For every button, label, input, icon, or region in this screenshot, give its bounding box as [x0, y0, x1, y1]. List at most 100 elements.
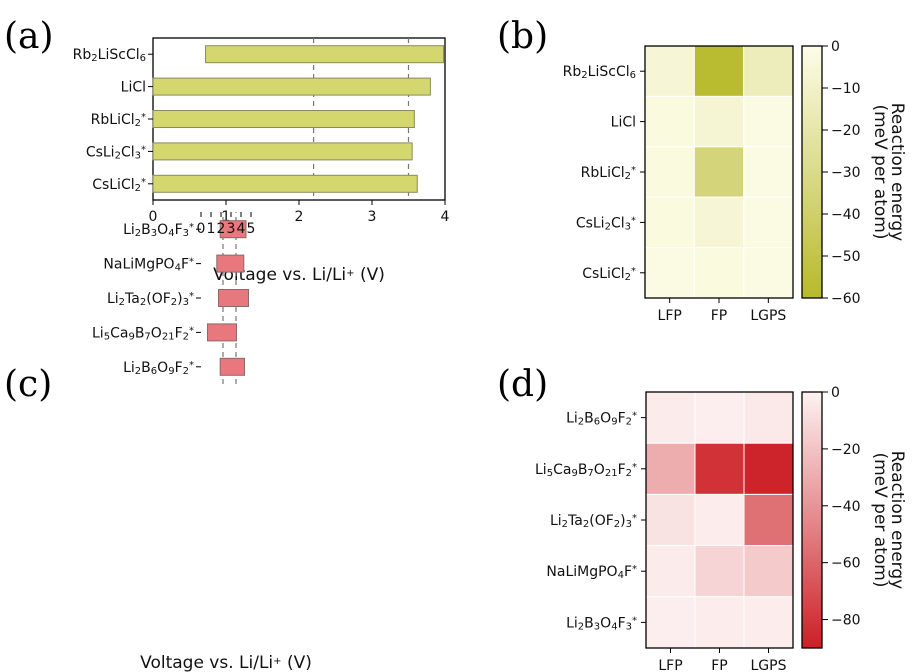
heatmap-cell-d-4-0: [645, 596, 696, 649]
colorbar-tick-label-d-0: 0: [831, 385, 840, 401]
colorbar-tick-label-b-1: −10: [831, 81, 861, 97]
panel-c: (c) Li2B6O9F2* Li5Ca9B7O21F2* Li2Ta2(OF2)3*…: [4, 212, 312, 672]
xtick-label-a-2: 2: [295, 209, 304, 225]
xtick-label-c-1: 1: [207, 221, 216, 237]
colorbar-d: [801, 391, 823, 649]
heatmap-cell-b-3-2: [743, 196, 794, 249]
category-label-c-2: Li2Ta2(OF2)3*: [107, 291, 194, 308]
category-label-c-3: NaLiMgPO4F*: [103, 257, 194, 274]
row-label-b-1: LiCl: [611, 115, 636, 131]
heatmap-cell-b-2-0: [644, 146, 695, 198]
row-label-b-0: Rb2LiScCl6: [563, 64, 636, 81]
heatmap-cell-d-4-2: [743, 596, 794, 649]
category-label-a-0: Rb2LiScCl6: [73, 47, 146, 64]
heatmap-cell-b-3-0: [644, 196, 695, 249]
category-label-a-4: CsLiCl2*: [92, 177, 146, 194]
row-label-d-2: Li2Ta2(OF2)3*: [550, 513, 637, 530]
column-label-d-1: FP: [711, 658, 728, 672]
row-label-b-4: CsLiCl2*: [582, 266, 636, 283]
xtick-label-a-1: 1: [222, 209, 231, 225]
heatmap-cell-d-1-2: [743, 442, 794, 495]
row-label-b-2: RbLiCl2*: [581, 165, 636, 182]
row-label-d-0: Li2B6O9F2*: [566, 411, 637, 428]
heatmap-cell-b-0-1: [693, 45, 745, 97]
bar-c-2: [218, 289, 249, 307]
bar-a-3: [152, 142, 413, 161]
xtick-label-a-0: 0: [149, 209, 158, 225]
colorbar-tick-label-d-1: −20: [831, 442, 861, 458]
panel-label-a: (a): [4, 16, 54, 57]
heatmap-cell-b-2-1: [693, 146, 745, 198]
xtick-label-a-3: 3: [368, 209, 377, 225]
row-label-d-3: NaLiMgPO4F*: [546, 564, 637, 581]
xtick-label-c-0: 0: [197, 221, 206, 237]
heatmap-cell-b-1-1: [693, 95, 745, 148]
bar-c-3: [216, 254, 245, 273]
colorbar-b: [801, 45, 823, 299]
column-label-d-0: LFP: [658, 658, 682, 672]
row-label-d-1: Li5Ca9B7O21F2*: [535, 462, 637, 479]
bar-a-4: [152, 174, 418, 193]
column-label-b-2: LGPS: [750, 308, 786, 324]
x-axis-label-a: Voltage vs. Li/Li+ (V): [213, 265, 385, 285]
heatmap-cell-b-3-1: [693, 196, 745, 249]
heatmap-cell-d-0-0: [645, 391, 696, 444]
panel-label-b: (b): [497, 16, 548, 57]
heatmap-cell-d-2-1: [694, 493, 745, 547]
column-label-d-2: LGPS: [751, 658, 787, 672]
colorbar-tick-label-b-4: −40: [831, 207, 861, 223]
heatmap-cell-b-0-2: [743, 45, 794, 97]
heatmap-cell-d-0-2: [743, 391, 794, 444]
panel-a: (a) Rb2LiScCl6 LiCl RbLiCl2* CsLi2Cl3* CsLiCl…: [4, 16, 450, 285]
xtick-label-c-5: 5: [247, 221, 256, 237]
heatmap-cell-b-4-2: [743, 247, 794, 299]
panel-label-c: (c): [4, 364, 52, 405]
colorbar-unit-label-d: (meV per atom): [870, 452, 890, 587]
colorbar-tick-label-b-6: −60: [831, 291, 861, 307]
heatmap-cell-d-1-0: [645, 442, 696, 495]
colorbar-unit-label-b: (meV per atom): [870, 104, 890, 239]
xtick-label-c-2: 2: [217, 221, 226, 237]
bar-c-1: [207, 323, 237, 342]
heatmap-cell-d-3-1: [694, 545, 745, 598]
category-label-c-1: Li5Ca9B7O21F2*: [92, 325, 194, 342]
heatmap-cell-b-4-0: [644, 247, 695, 299]
category-label-a-3: CsLi2Cl3*: [86, 144, 146, 161]
category-label-a-2: RbLiCl2*: [91, 112, 146, 129]
row-label-d-4: Li2B3O4F3*: [566, 615, 637, 632]
colorbar-tick-label-d-4: −80: [831, 613, 861, 629]
heatmap-cell-b-1-0: [644, 95, 695, 148]
row-label-b-3: CsLi2Cl3*: [576, 215, 636, 232]
colorbar-tick-label-b-0: 0: [831, 39, 840, 55]
category-label-a-1: LiCl: [121, 80, 146, 96]
xtick-label-c-4: 4: [237, 221, 246, 237]
colorbar-label-d: Reaction energy: [887, 451, 907, 589]
heatmap-cell-d-3-0: [645, 545, 696, 598]
bar-a-0: [205, 45, 445, 64]
heatmap-cell-d-0-1: [694, 391, 745, 444]
colorbar-tick-label-b-3: −30: [831, 165, 861, 181]
xtick-label-a-4: 4: [441, 209, 450, 225]
colorbar-label-b: Reaction energy: [887, 103, 907, 241]
heatmap-cell-b-4-1: [693, 247, 745, 299]
heatmap-cell-b-0-0: [644, 45, 695, 97]
heatmap-cell-d-2-2: [743, 493, 794, 547]
panel-label-d: (d): [497, 364, 548, 405]
heatmap-cell-d-3-2: [743, 545, 794, 598]
colorbar-tick-label-b-2: −20: [831, 123, 861, 139]
category-label-c-0: Li2B6O9F2*: [123, 360, 194, 377]
x-axis-label-c: Voltage vs. Li/Li+ (V): [140, 653, 312, 672]
heatmap-cell-d-4-1: [694, 596, 745, 649]
xtick-label-c-3: 3: [227, 221, 236, 237]
column-label-b-1: FP: [711, 308, 728, 324]
heatmap-cell-d-2-0: [645, 493, 696, 547]
category-label-c-4: Li2B3O4F3*: [123, 222, 194, 239]
heatmap-cell-d-1-1: [694, 442, 745, 495]
heatmap-cell-b-2-2: [743, 146, 794, 198]
bar-c-4: [219, 220, 247, 239]
panel-d: (d) Li2B6O9F2* Li5Ca9B7O21F2* Li2Ta2(OF2)3*…: [497, 364, 907, 672]
bar-a-1: [152, 77, 431, 96]
panel-b: (b) Rb2LiScCl6 LiCl RbLiCl2* CsLi2Cl3* CsLiCl…: [497, 16, 907, 324]
bar-a-2: [152, 110, 415, 128]
